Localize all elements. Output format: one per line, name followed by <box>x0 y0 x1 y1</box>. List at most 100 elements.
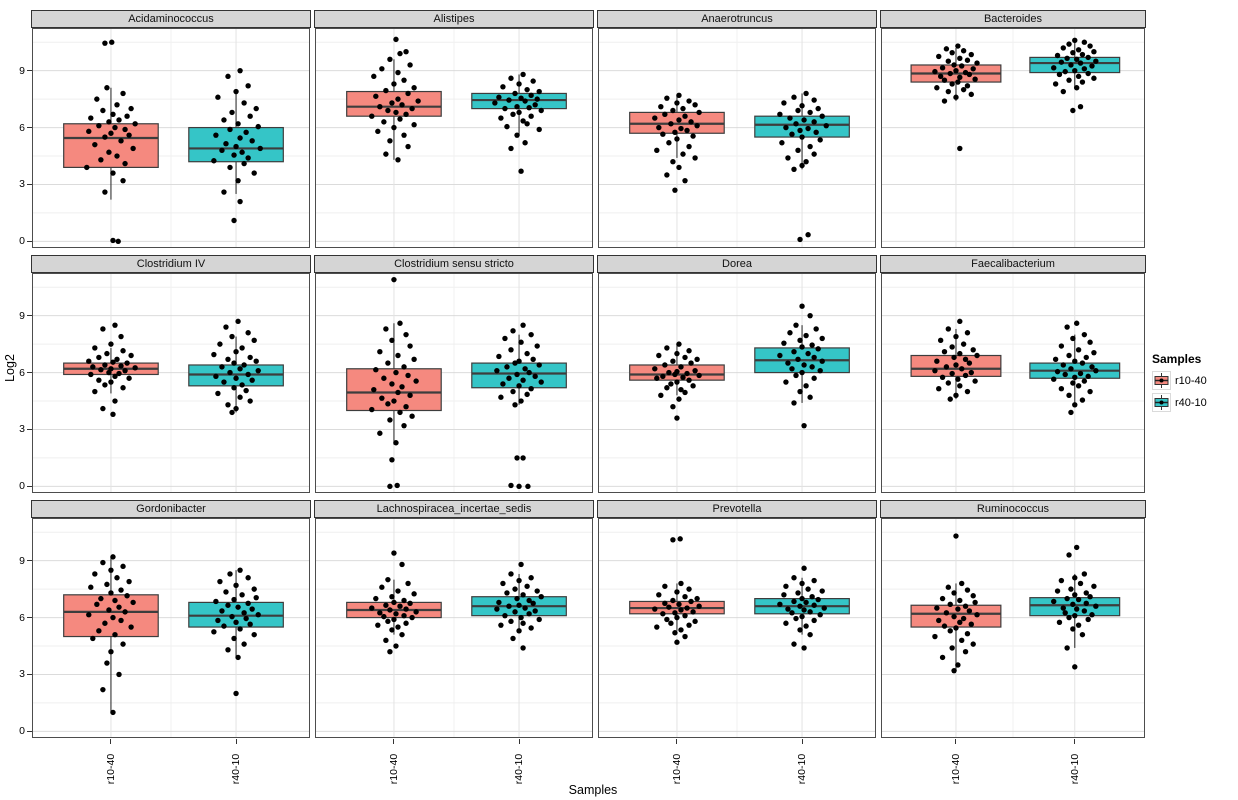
legend-label: r40-10 <box>1175 396 1207 409</box>
x-tick-label: r10-40 <box>104 753 117 785</box>
x-tick-label: r40-10 <box>513 753 526 785</box>
jitter-points-r40-10 <box>211 318 261 416</box>
facet-panel <box>881 28 1145 248</box>
facet-strip-title: Prevotella <box>597 500 877 518</box>
gridlines <box>599 519 875 737</box>
jitter-points-r10-40 <box>86 554 136 716</box>
jitter-points-r10-40 <box>652 92 702 193</box>
y-tick-label: 6 <box>19 366 25 379</box>
x-tick-mark <box>110 739 112 744</box>
y-tick-mark <box>27 372 32 374</box>
y-tick-mark <box>27 240 32 242</box>
y-tick-mark <box>27 730 32 732</box>
facet-strip-title: Anaerotruncus <box>597 10 877 28</box>
facet-strip-title: Clostridium IV <box>31 255 311 273</box>
y-tick-mark <box>27 485 32 487</box>
x-tick-label: r40-10 <box>1068 753 1081 785</box>
jitter-points-r40-10 <box>777 565 827 651</box>
facet-strip-title: Alistipes <box>314 10 594 28</box>
legend-label: r10-40 <box>1175 374 1207 387</box>
boxplot-r40-10 <box>188 570 284 658</box>
facet-strip-title: Bacteroides <box>880 10 1146 28</box>
legend-key-boxplot-icon <box>1152 393 1171 412</box>
y-tick-label: 9 <box>19 309 25 322</box>
boxplot-r10-40 <box>63 556 159 713</box>
facet-strip-title: Dorea <box>597 255 877 273</box>
legend-entry-r10-40: r10-40 <box>1152 371 1238 390</box>
facet-panel <box>598 28 876 248</box>
facet-strip-title: Ruminococcus <box>880 500 1146 518</box>
y-tick-mark <box>27 315 32 317</box>
x-tick-label: r40-10 <box>230 753 243 785</box>
jitter-points-r10-40 <box>652 341 702 421</box>
y-tick-label: 3 <box>19 178 25 191</box>
x-tick-mark <box>676 739 678 744</box>
x-tick-mark <box>801 739 803 744</box>
facet-strip-title: Faecalibacterium <box>880 255 1146 273</box>
facet-strip-title: Lachnospiracea_incertae_sedis <box>314 500 594 518</box>
legend-title: Samples <box>1152 352 1202 366</box>
x-tick-mark <box>235 739 237 744</box>
y-tick-mark <box>27 617 32 619</box>
facet-strip-title: Gordonibacter <box>31 500 311 518</box>
x-tick-mark <box>1074 739 1076 744</box>
jitter-points-r40-10 <box>777 303 825 429</box>
y-tick-mark <box>27 428 32 430</box>
legend-entries: r10-40 r40-10 <box>1152 371 1238 412</box>
jitter-points-r10-40 <box>652 536 702 645</box>
jitter-points-r40-10 <box>211 567 261 697</box>
y-tick-label: 0 <box>19 725 25 738</box>
jitter-points-r10-40 <box>932 533 980 674</box>
x-tick-mark <box>393 739 395 744</box>
y-tick-label: 6 <box>19 611 25 624</box>
x-tick-mark <box>955 739 957 744</box>
jitter-points-r40-10 <box>777 90 829 243</box>
y-tick-label: 9 <box>19 64 25 77</box>
y-tick-label: 0 <box>19 235 25 248</box>
x-tick-label: r10-40 <box>387 753 400 785</box>
jitter-points-r40-10 <box>494 561 544 651</box>
y-tick-mark <box>27 183 32 185</box>
facet-panel <box>315 273 593 493</box>
x-tick-label: r10-40 <box>949 753 962 785</box>
facet-panel <box>315 28 593 248</box>
facet-panel <box>598 273 876 493</box>
jitter-points-r10-40 <box>369 36 421 163</box>
jitter-points-r40-10 <box>1051 544 1099 670</box>
facet-strip-title: Acidaminococcus <box>31 10 311 28</box>
facet-panel <box>881 518 1145 738</box>
gridlines <box>599 274 875 492</box>
y-tick-mark <box>27 70 32 72</box>
boxplot-r10-40 <box>346 323 442 445</box>
jitter-points-r40-10 <box>494 322 544 490</box>
x-tick-mark <box>518 739 520 744</box>
jitter-points-r10-40 <box>369 276 419 490</box>
y-tick-label: 9 <box>19 554 25 567</box>
facet-strip-title: Clostridium sensu stricto <box>314 255 594 273</box>
jitter-points-r40-10 <box>1051 320 1099 416</box>
legend-key-boxplot-icon <box>1152 371 1171 390</box>
facet-panel <box>315 518 593 738</box>
jitter-points-r40-10 <box>492 71 544 174</box>
y-tick-label: 3 <box>19 423 25 436</box>
jitter-points-r10-40 <box>932 43 980 152</box>
gridlines <box>882 519 1144 737</box>
y-tick-mark <box>27 560 32 562</box>
jitter-points-r10-40 <box>86 322 138 417</box>
y-tick-mark <box>27 673 32 675</box>
jitter-points-r10-40 <box>369 550 419 655</box>
facet-panel <box>881 273 1145 493</box>
legend: Samples r10-40 r40-10 <box>1152 352 1238 415</box>
facet-panel <box>598 518 876 738</box>
jitter-points-r10-40 <box>84 39 138 245</box>
y-tick-label: 0 <box>19 480 25 493</box>
legend-entry-r40-10: r40-10 <box>1152 393 1238 412</box>
jitter-points-r40-10 <box>1051 37 1099 114</box>
gridlines <box>882 29 1144 247</box>
jitter-points-r10-40 <box>932 318 980 402</box>
x-tick-label: r40-10 <box>796 753 809 785</box>
facet-panel <box>32 273 310 493</box>
x-axis-title: Samples <box>568 783 618 797</box>
facet-panel <box>32 518 310 738</box>
